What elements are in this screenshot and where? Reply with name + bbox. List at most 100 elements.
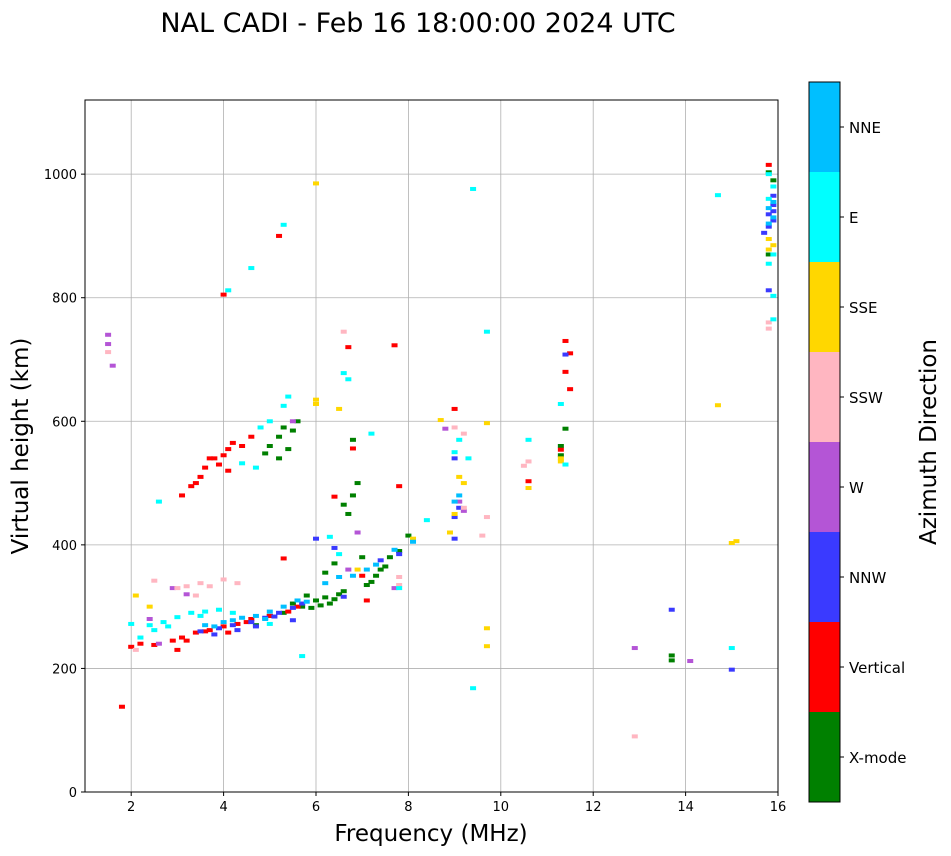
echo-point-vertical xyxy=(562,338,569,343)
colorbar-segment xyxy=(809,442,840,532)
echo-point-nne xyxy=(391,547,398,552)
echo-point-x-mode xyxy=(562,426,569,431)
echo-point-vertical xyxy=(211,456,218,461)
colorbar-segment xyxy=(809,172,840,262)
colorbar-segment xyxy=(809,262,840,352)
echo-point-e xyxy=(525,437,532,442)
colorbar-label-w: W xyxy=(849,479,864,497)
echo-point-vertical xyxy=(280,556,287,561)
echo-point-nnw xyxy=(562,352,569,357)
echo-point-e xyxy=(285,394,292,399)
echo-point-nne xyxy=(456,493,463,498)
echo-point-e xyxy=(197,613,204,618)
y-axis-label: Virtual height (km) xyxy=(8,338,34,555)
echo-point-nnw xyxy=(377,558,384,563)
echo-point-x-mode xyxy=(280,610,287,615)
colorbar-segment xyxy=(809,712,840,802)
echo-point-nne xyxy=(220,620,227,625)
y-tick-label: 1000 xyxy=(44,168,77,183)
echo-point-sse xyxy=(437,418,444,423)
echo-point-vertical xyxy=(188,484,195,489)
echo-point-x-mode xyxy=(317,603,324,608)
echo-point-e xyxy=(368,431,375,436)
echo-point-nnw xyxy=(248,620,255,625)
echo-point-e xyxy=(225,288,232,293)
echo-point-x-mode xyxy=(668,658,675,663)
echo-point-vertical xyxy=(220,453,227,458)
colorbar-label: Azimuth Direction xyxy=(916,339,942,545)
y-axis-ticks: 0 200 400 600 800 1000 xyxy=(44,168,85,801)
echo-point-ssw xyxy=(234,581,241,586)
echo-point-vertical xyxy=(331,494,338,499)
echo-point-w xyxy=(460,508,467,513)
echo-point-vertical xyxy=(248,434,255,439)
echo-point-x-mode xyxy=(373,573,380,578)
echo-point-vertical xyxy=(169,638,176,643)
echo-point-sse xyxy=(146,604,153,609)
echo-point-nnw xyxy=(276,610,283,615)
echo-point-nnw xyxy=(765,224,772,229)
echo-point-sse xyxy=(525,486,532,491)
echo-point-vertical xyxy=(183,638,190,643)
echo-point-e xyxy=(326,534,333,539)
echo-point-vertical xyxy=(206,456,213,461)
echo-point-e xyxy=(483,329,490,334)
echo-point-nne xyxy=(410,539,417,544)
echo-point-vertical xyxy=(220,292,227,297)
echo-point-e xyxy=(128,621,135,626)
echo-point-nne xyxy=(229,618,236,623)
echo-point-vertical xyxy=(562,369,569,374)
colorbar-label-nne: NNE xyxy=(849,119,881,137)
echo-point-nnw xyxy=(770,209,777,214)
colorbar-segment xyxy=(809,532,840,622)
echo-point-nnw xyxy=(451,536,458,541)
echo-point-e xyxy=(280,222,287,227)
echo-point-x-mode xyxy=(405,533,412,538)
echo-point-sse xyxy=(483,421,490,426)
echo-point-x-mode xyxy=(377,567,384,572)
echo-point-x-mode xyxy=(313,598,319,603)
echo-point-ssw xyxy=(206,584,213,589)
echo-point-ssw xyxy=(197,581,204,586)
echo-point-e xyxy=(765,261,772,266)
echo-point-vertical xyxy=(225,447,232,452)
echo-point-vertical xyxy=(349,446,356,451)
echo-point-nnw xyxy=(761,230,768,235)
echo-point-nnw xyxy=(451,456,458,461)
echo-point-e xyxy=(770,252,777,257)
echo-point-nne xyxy=(211,624,218,629)
echo-point-nne xyxy=(349,573,356,578)
echo-point-sse xyxy=(483,644,490,649)
echo-point-vertical xyxy=(192,481,199,486)
data-points xyxy=(105,162,777,739)
echo-point-e xyxy=(770,317,777,322)
echo-point-x-mode xyxy=(382,564,389,569)
echo-point-sse xyxy=(733,539,740,544)
echo-point-vertical xyxy=(285,609,292,614)
echo-point-ssw xyxy=(479,533,486,538)
echo-point-ssw xyxy=(132,647,139,652)
x-axis-label: Frequency (MHz) xyxy=(334,821,527,847)
x-tick-label: 2 xyxy=(127,800,135,815)
echo-point-x-mode xyxy=(331,561,338,566)
colorbar-frame xyxy=(808,81,841,803)
echo-point-e xyxy=(165,624,172,629)
echo-point-vertical xyxy=(567,351,574,356)
echo-point-nne xyxy=(765,221,772,226)
echo-point-vertical xyxy=(359,573,366,578)
echo-point-sse xyxy=(354,567,361,572)
echo-point-ssw xyxy=(192,593,199,598)
echo-point-sse xyxy=(456,474,463,479)
echo-point-nnw xyxy=(229,623,236,628)
echo-point-x-mode xyxy=(396,549,403,554)
echo-point-nne xyxy=(373,562,380,567)
echo-point-vertical xyxy=(202,629,209,634)
echo-point-w xyxy=(456,499,463,504)
echo-point-ssw xyxy=(340,329,347,334)
echo-point-e xyxy=(562,462,569,467)
echo-point-x-mode xyxy=(289,428,296,433)
echo-point-vertical xyxy=(525,479,532,484)
echo-point-nnw xyxy=(299,601,306,606)
echo-point-vertical xyxy=(345,345,352,350)
echo-point-e xyxy=(215,607,222,612)
